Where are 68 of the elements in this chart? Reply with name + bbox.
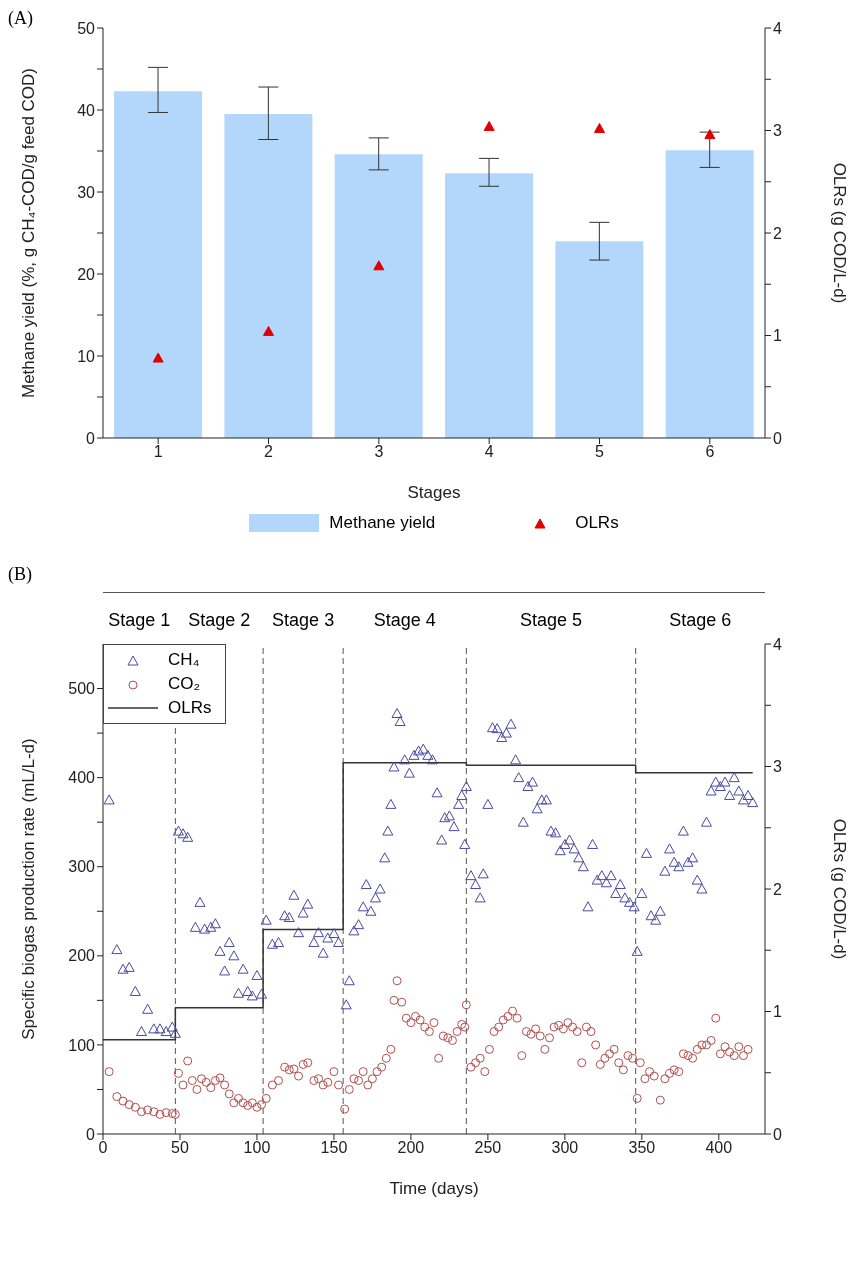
point xyxy=(152,352,164,363)
y2-tick-label: 2 xyxy=(773,224,782,242)
y-axis-title: Specific biogas production rate (mL/L-d) xyxy=(19,738,39,1040)
bar xyxy=(665,150,754,438)
x-tick-label: 0 xyxy=(98,1139,108,1157)
legend-label: OLRs xyxy=(168,698,212,718)
point xyxy=(704,129,716,140)
x-axis-title: Stages xyxy=(407,483,461,502)
point xyxy=(263,325,274,336)
y2-tick-label: 0 xyxy=(773,429,782,447)
y2-tick-label: 0 xyxy=(773,1125,782,1143)
x-tick-label: 400 xyxy=(705,1139,733,1157)
text: Stage 4 xyxy=(373,610,436,631)
y2-tick-label: 1 xyxy=(773,327,782,345)
point xyxy=(483,120,495,131)
x-tick-label: 50 xyxy=(171,1139,189,1157)
y-tick-label: 30 xyxy=(77,183,96,201)
x-tick-label: 3 xyxy=(374,443,384,461)
text: (A) xyxy=(8,8,33,29)
point xyxy=(373,260,385,271)
legend-label: OLRs xyxy=(575,513,619,533)
text: Stage 6 xyxy=(669,610,732,631)
x-tick-label: 100 xyxy=(243,1139,271,1157)
y-tick-label: 20 xyxy=(77,265,96,283)
text: Stage 2 xyxy=(188,610,251,631)
y-axis-title: Methane yield (%, g CH₄-COD/g feed COD) xyxy=(19,67,39,399)
text: Stage 1 xyxy=(108,610,171,631)
x-tick-label: 300 xyxy=(551,1139,579,1157)
y2-tick-label: 2 xyxy=(773,880,782,898)
y-tick-label: 10 xyxy=(77,347,96,365)
x-tick-label: 350 xyxy=(628,1139,656,1157)
x-tick-label: 1 xyxy=(153,443,163,461)
bar xyxy=(555,241,644,438)
y2-tick-label: 3 xyxy=(773,758,782,776)
text: (B) xyxy=(8,564,32,585)
x-tick-label: 6 xyxy=(705,443,715,461)
x-tick-label: 150 xyxy=(320,1139,348,1157)
y2-tick-label: 1 xyxy=(773,1003,782,1021)
text: Stage 3 xyxy=(272,610,335,631)
y-tick-label: 500 xyxy=(68,680,96,698)
bar xyxy=(334,154,423,438)
bar xyxy=(445,173,534,438)
y-tick-label: 100 xyxy=(68,1036,96,1054)
legend-label: CH₄ xyxy=(168,650,200,670)
y2-tick-label: 4 xyxy=(773,635,782,653)
y-tick-label: 400 xyxy=(68,769,96,787)
y-tick-label: 300 xyxy=(68,858,96,876)
y2-tick-label: 4 xyxy=(773,19,782,37)
y2-tick-label: 3 xyxy=(773,122,782,140)
x-axis-title: Time (days) xyxy=(389,1179,479,1198)
y-tick-label: 200 xyxy=(68,947,96,965)
x-tick-label: 200 xyxy=(397,1139,425,1157)
x-tick-label: 5 xyxy=(595,443,605,461)
x-tick-label: 2 xyxy=(264,443,274,461)
y-tick-label: 0 xyxy=(86,429,96,447)
x-tick-label: 4 xyxy=(484,443,494,461)
legend-label: CO₂ xyxy=(168,674,201,694)
point xyxy=(594,122,605,133)
y2-axis-title: OLRs (g COD/L-d) xyxy=(829,818,849,960)
y-tick-label: 50 xyxy=(77,19,96,37)
y2-axis-title: OLRs (g COD/L-d) xyxy=(829,162,849,304)
bar xyxy=(224,114,313,438)
y-tick-label: 0 xyxy=(86,1125,96,1143)
legend-label: Methane yield xyxy=(329,513,436,533)
bar xyxy=(114,91,203,438)
x-tick-label: 250 xyxy=(474,1139,502,1157)
text: Stage 5 xyxy=(519,610,583,631)
y-tick-label: 40 xyxy=(77,101,96,119)
